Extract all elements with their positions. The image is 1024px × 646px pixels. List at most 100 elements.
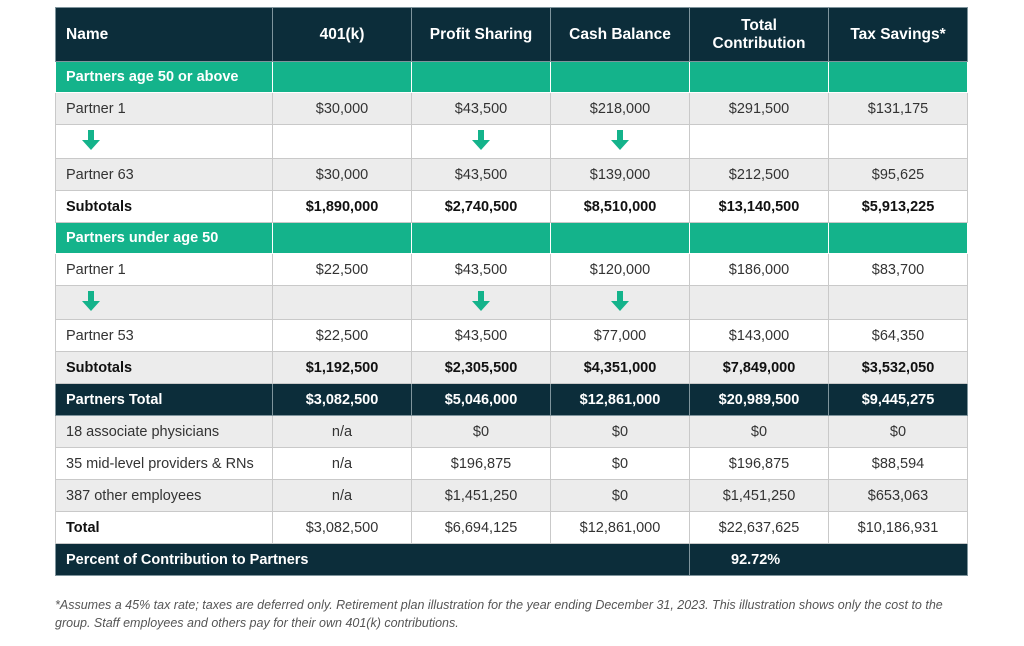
cell-401k: $22,500: [272, 319, 412, 352]
cell-401k: $3,082,500: [272, 383, 412, 416]
cell-profit-sharing: $43,500: [411, 319, 551, 352]
cell-total-contribution: $7,849,000: [689, 351, 829, 384]
cell-profit-sharing: $43,500: [411, 92, 551, 125]
cell-tax-savings: $10,186,931: [828, 511, 968, 544]
header-401k: 401(k): [272, 7, 412, 62]
table-row: Partner 63 $30,000 $43,500 $139,000 $212…: [55, 158, 968, 191]
cell-cash-balance: $0: [550, 447, 690, 480]
table-row: Partner 53 $22,500 $43,500 $77,000 $143,…: [55, 319, 968, 352]
row-label: Subtotals: [55, 190, 273, 223]
row-label: 387 other employees: [55, 479, 273, 512]
header-total-line1: Total: [741, 16, 777, 34]
table-row: 387 other employees n/a $1,451,250 $0 $1…: [55, 479, 968, 512]
cell-profit-sharing: $43,500: [411, 253, 551, 286]
cell-profit-sharing: $2,305,500: [411, 351, 551, 384]
total-row: Total $3,082,500 $6,694,125 $12,861,000 …: [55, 511, 968, 544]
cell-401k: $30,000: [272, 158, 412, 191]
row-label: 18 associate physicians: [55, 415, 273, 448]
cell-cash-balance: $4,351,000: [550, 351, 690, 384]
row-label: Total: [55, 511, 273, 544]
table-row: 35 mid-level providers & RNs n/a $196,87…: [55, 447, 968, 480]
cell-total-contribution: $0: [689, 415, 829, 448]
cell-tax-savings: $3,532,050: [828, 351, 968, 384]
continuation-row: [55, 124, 968, 159]
cell-profit-sharing: $6,694,125: [411, 511, 551, 544]
cell-tax-savings: $88,594: [828, 447, 968, 480]
cell-total-contribution: $291,500: [689, 92, 829, 125]
cell-tax-savings: $0: [828, 415, 968, 448]
cell-cash-balance: $0: [550, 479, 690, 512]
header-row: Name 401(k) Profit Sharing Cash Balance …: [55, 7, 968, 62]
cell-401k: $30,000: [272, 92, 412, 125]
header-name: Name: [55, 7, 273, 62]
cell-cash-balance: $120,000: [550, 253, 690, 286]
header-total-contribution: Total Contribution: [689, 7, 829, 62]
cell-total-contribution: $13,140,500: [689, 190, 829, 223]
contribution-table: Name 401(k) Profit Sharing Cash Balance …: [55, 7, 968, 576]
cell-cash-balance: $0: [550, 415, 690, 448]
cell-total-contribution: $1,451,250: [689, 479, 829, 512]
header-tax-savings: Tax Savings*: [828, 7, 968, 62]
cell-cash-balance: $139,000: [550, 158, 690, 191]
cell-tax-savings: $95,625: [828, 158, 968, 191]
partners-total-row: Partners Total $3,082,500 $5,046,000 $12…: [55, 383, 968, 416]
contribution-table-container: Name 401(k) Profit Sharing Cash Balance …: [55, 7, 969, 576]
row-label: Partners Total: [55, 383, 273, 416]
row-label: Partner 63: [55, 158, 273, 191]
row-label: 35 mid-level providers & RNs: [55, 447, 273, 480]
section-header-under-50: Partners under age 50: [55, 222, 968, 254]
subtotal-row: Subtotals $1,192,500 $2,305,500 $4,351,0…: [55, 351, 968, 384]
cell-total-contribution: $212,500: [689, 158, 829, 191]
row-label: Partner 53: [55, 319, 273, 352]
cell-401k: $22,500: [272, 253, 412, 286]
cell-profit-sharing: $0: [411, 415, 551, 448]
cell-401k: $3,082,500: [272, 511, 412, 544]
cell-cash-balance: $218,000: [550, 92, 690, 125]
cell-401k: n/a: [272, 479, 412, 512]
cell-401k: n/a: [272, 447, 412, 480]
cell-total-contribution: $143,000: [689, 319, 829, 352]
cell-profit-sharing: $43,500: [411, 158, 551, 191]
table-row: Partner 1 $22,500 $43,500 $120,000 $186,…: [55, 253, 968, 286]
cell-tax-savings: $653,063: [828, 479, 968, 512]
percent-row: Percent of Contribution to Partners 92.7…: [55, 543, 968, 576]
header-profit-sharing: Profit Sharing: [411, 7, 551, 62]
cell-401k: $1,890,000: [272, 190, 412, 223]
row-label: Partner 1: [55, 92, 273, 125]
cell-cash-balance: $12,861,000: [550, 511, 690, 544]
subtotal-row: Subtotals $1,890,000 $2,740,500 $8,510,0…: [55, 190, 968, 223]
cell-profit-sharing: $2,740,500: [411, 190, 551, 223]
footnote: *Assumes a 45% tax rate; taxes are defer…: [55, 598, 943, 630]
cell-total-contribution: $20,989,500: [689, 383, 829, 416]
section-header-50-above: Partners age 50 or above: [55, 61, 968, 93]
continuation-row: [55, 285, 968, 320]
cell-profit-sharing: $196,875: [411, 447, 551, 480]
down-arrow-icon: [82, 290, 100, 311]
table-row: Partner 1 $30,000 $43,500 $218,000 $291,…: [55, 92, 968, 125]
cell-total-contribution: $196,875: [689, 447, 829, 480]
section-title: Partners age 50 or above: [55, 61, 273, 93]
header-cash-balance: Cash Balance: [550, 7, 690, 62]
row-label: Subtotals: [55, 351, 273, 384]
section-title: Partners under age 50: [55, 222, 273, 254]
cell-tax-savings: $9,445,275: [828, 383, 968, 416]
down-arrow-icon: [472, 129, 490, 150]
table-row: 18 associate physicians n/a $0 $0 $0 $0: [55, 415, 968, 448]
percent-value: 92.72%: [689, 543, 968, 576]
cell-profit-sharing: $1,451,250: [411, 479, 551, 512]
down-arrow-icon: [611, 129, 629, 150]
cell-profit-sharing: $5,046,000: [411, 383, 551, 416]
cell-cash-balance: $8,510,000: [550, 190, 690, 223]
cell-tax-savings: $131,175: [828, 92, 968, 125]
cell-tax-savings: $5,913,225: [828, 190, 968, 223]
cell-cash-balance: $12,861,000: [550, 383, 690, 416]
header-total-line2: Contribution: [712, 34, 806, 52]
cell-tax-savings: $64,350: [828, 319, 968, 352]
row-label: Partner 1: [55, 253, 273, 286]
cell-401k: n/a: [272, 415, 412, 448]
cell-total-contribution: $22,637,625: [689, 511, 829, 544]
cell-401k: $1,192,500: [272, 351, 412, 384]
down-arrow-icon: [82, 129, 100, 150]
cell-cash-balance: $77,000: [550, 319, 690, 352]
down-arrow-icon: [472, 290, 490, 311]
